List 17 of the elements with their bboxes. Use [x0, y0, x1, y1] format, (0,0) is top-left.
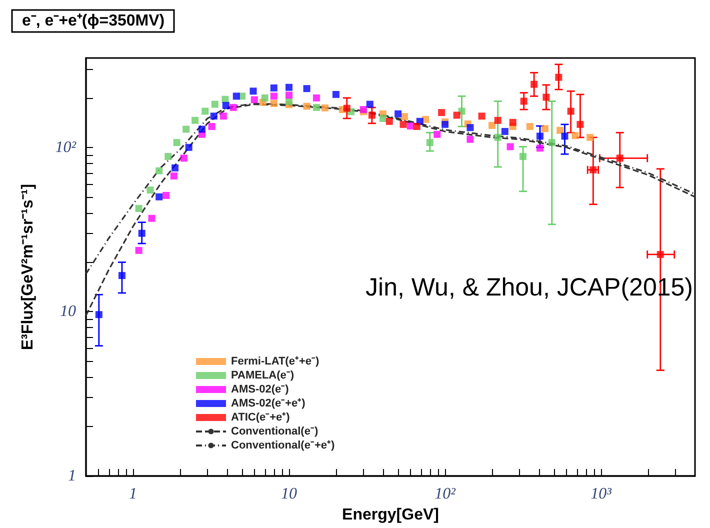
legend-label: Conventional(e⁻) [231, 426, 318, 438]
legend-label: AMS-02(e⁻) [231, 384, 290, 396]
legend-label: ATIC(e⁻+e⁺) [231, 412, 290, 424]
y-tick-label: 10 [60, 303, 76, 320]
y-tick-label: 10² [55, 138, 78, 156]
x-tick-label: 1 [128, 486, 137, 502]
x-tick-label: 10³ [590, 486, 612, 502]
x-tick-label: 10 [281, 486, 297, 502]
y-tick-label: 1 [68, 468, 76, 484]
y-axis-title: E³Flux[GeV²m⁻¹sr⁻¹s⁻¹] [20, 184, 36, 350]
chart-title: e⁻, e⁻+e⁺(ϕ=350MV) [22, 12, 165, 30]
legend-label: PAMELA(e⁻) [231, 370, 294, 382]
x-tick-label: 10² [434, 486, 457, 502]
legend-label: Conventional(e⁻+e⁺) [231, 440, 335, 452]
legend-label: Fermi-LAT(e⁺+e⁻) [231, 356, 320, 368]
x-axis-title: Energy[GeV] [342, 506, 439, 524]
legend-label: AMS-02(e⁻+e⁺) [231, 398, 306, 410]
